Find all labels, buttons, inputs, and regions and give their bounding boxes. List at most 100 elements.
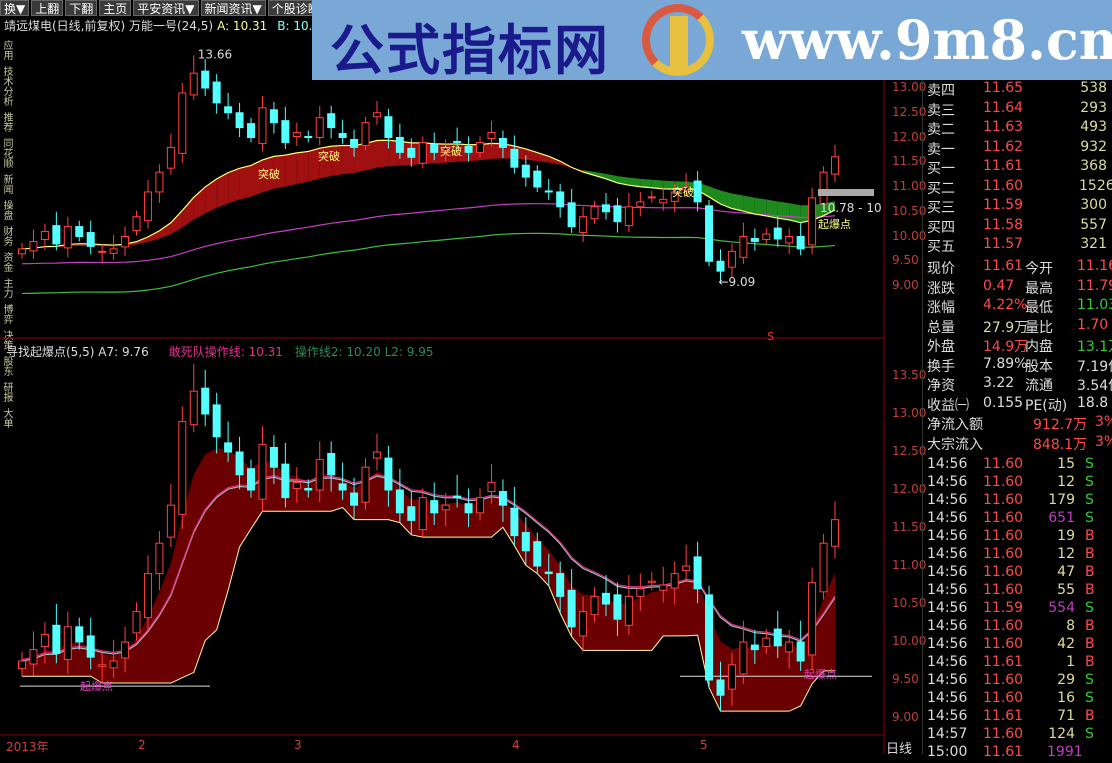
indicator-candle <box>533 541 542 567</box>
candle <box>636 201 645 208</box>
candle <box>40 231 49 240</box>
ma-ribbon <box>548 156 561 165</box>
sidebar-tab[interactable]: 大单 <box>1 408 12 428</box>
indicator-candle <box>498 491 507 506</box>
menu-button[interactable]: 新闻资讯▼ <box>200 0 266 16</box>
candle <box>327 113 336 129</box>
date-axis-label: 3 <box>294 738 302 752</box>
indicator-candle <box>304 487 313 491</box>
indicator-axis-label: 10.00 <box>892 634 927 648</box>
candle <box>430 143 439 153</box>
tick-side: S <box>1085 600 1094 616</box>
candle <box>556 191 565 208</box>
flow-label: 大宗流入 <box>927 436 983 453</box>
candle <box>52 225 61 245</box>
candle <box>98 250 107 253</box>
faded-values: 操作线2: 10.20 L2: 9.95 <box>294 345 434 359</box>
book-label: 买二 <box>927 180 955 197</box>
candle <box>109 248 118 254</box>
candle <box>590 206 599 220</box>
ma-ribbon <box>743 195 755 215</box>
candle <box>143 191 152 222</box>
quote-value: 7.19亿 <box>1077 358 1112 375</box>
watermark-banner: 公式指标网 www.9m8.cn <box>312 0 1112 82</box>
indicator-candle <box>350 492 359 506</box>
indicator-candle <box>395 489 404 514</box>
sidebar-tab[interactable]: 推荐 <box>1 112 12 132</box>
watermark-text: 公式指标网 <box>330 19 610 82</box>
breakout-label: 突破 <box>672 185 694 199</box>
candle <box>121 236 130 248</box>
ma-ribbon <box>594 171 606 179</box>
ma-ribbon <box>709 186 721 205</box>
tick-price: 11.60 <box>983 492 1024 508</box>
indicator-candle <box>510 507 519 537</box>
price-axis-label: 13.00 <box>892 80 927 94</box>
indicator-candle <box>476 497 485 514</box>
ma-ribbon <box>147 230 160 242</box>
sidebar-tab[interactable]: 博弈 <box>1 304 12 324</box>
book-volume: 293 <box>1080 99 1107 116</box>
candle <box>166 146 175 169</box>
sidebar-tab[interactable]: 技术分析 <box>1 66 12 106</box>
indicator-candle <box>727 664 736 690</box>
ignite-label-lower: 起爆点 <box>80 679 113 693</box>
tick-volume: 651 <box>1048 510 1075 526</box>
indicator-candle <box>327 453 336 476</box>
sidebar-tab[interactable]: 操盘 <box>1 200 12 220</box>
tick-time: 14:56 <box>927 600 968 616</box>
indicator-candle <box>292 481 301 489</box>
candle <box>407 147 416 158</box>
candle <box>613 205 622 223</box>
indicator-candle <box>785 641 794 653</box>
sidebar-tab[interactable]: 研报 <box>1 382 12 402</box>
tick-price: 11.60 <box>983 636 1024 652</box>
ma-ribbon <box>376 140 389 168</box>
tick-time: 14:56 <box>927 474 968 490</box>
menu-button[interactable]: 下翻 <box>65 0 98 16</box>
indicator-candle <box>831 519 839 547</box>
sidebar-tab[interactable]: 股东 <box>1 356 12 376</box>
book-price: 11.63 <box>983 119 1024 135</box>
book-label: 卖三 <box>927 102 955 119</box>
indicator-candle <box>430 500 439 514</box>
watermark-logo <box>642 4 714 76</box>
menu-button[interactable]: 上翻 <box>31 0 64 16</box>
period-label[interactable]: 日线 <box>886 742 913 757</box>
indicator-candle <box>52 624 61 654</box>
tick-side: S <box>1085 456 1094 472</box>
sidebar-tab[interactable]: 财务 <box>1 226 12 246</box>
sidebar-tab[interactable]: 资金 <box>1 252 12 272</box>
tick-side: S <box>1085 510 1094 526</box>
sidebar-tab[interactable]: 决策 <box>1 330 12 350</box>
tick-side: B <box>1085 564 1095 580</box>
sidebar-tab[interactable]: 应用 <box>1 40 12 60</box>
sidebar-tab[interactable]: 同花顺 <box>1 138 12 168</box>
menu-button[interactable]: 主页 <box>99 0 132 16</box>
price-axis-label: 11.00 <box>892 179 927 193</box>
quote-label: 外盘 <box>927 339 955 355</box>
menu-button[interactable]: 平安资讯▼ <box>133 0 199 16</box>
sidebar-tab[interactable]: 新闻 <box>1 174 12 194</box>
indicator-candle <box>98 664 107 667</box>
breakout-label: 突破 <box>440 144 462 158</box>
ma-ribbon <box>228 168 240 204</box>
ma-ribbon <box>205 178 217 214</box>
candle <box>269 109 278 124</box>
ma-ribbon <box>308 148 320 182</box>
quote-value: 3.54亿 <box>1077 378 1112 394</box>
menu-button[interactable]: 换▼ <box>0 0 30 16</box>
candle <box>29 240 38 252</box>
tick-price: 11.60 <box>983 474 1024 490</box>
candle <box>281 120 290 143</box>
book-volume: 368 <box>1080 158 1107 174</box>
tick-time: 15:00 <box>927 744 968 760</box>
tick-volume: 55 <box>1057 582 1075 598</box>
book-price: 11.65 <box>983 80 1024 96</box>
candle <box>384 116 393 138</box>
tick-volume: 47 <box>1057 564 1075 580</box>
candle <box>201 70 210 89</box>
sidebar-tab[interactable]: 主力 <box>1 278 12 298</box>
indicator-candle <box>258 443 267 500</box>
